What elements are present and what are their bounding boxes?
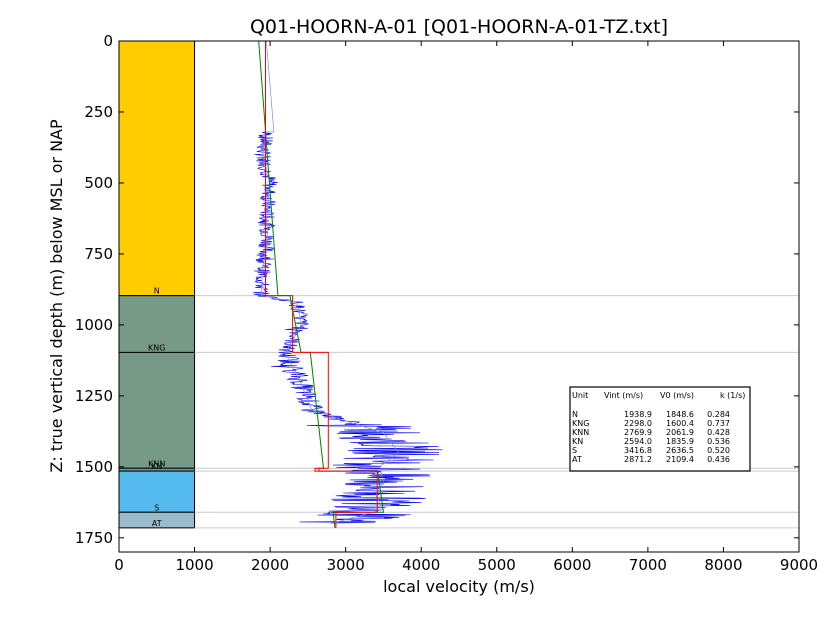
table-cell: 2636.5	[666, 446, 694, 455]
x-tick-label: 3000	[327, 556, 365, 574]
interval-velocity-line	[265, 41, 378, 528]
table-cell: 3416.8	[624, 446, 652, 455]
velocity-table: Unit Vint (m/s) V0 (m/s) k (1/s) N 1938.9 1848…	[569, 386, 751, 472]
table-cell: 0.737	[707, 419, 730, 428]
unit-block	[118, 470, 196, 513]
x-tick-label: 0	[114, 556, 124, 574]
table-box	[569, 386, 751, 472]
table-header-cell: V0 (m/s)	[660, 391, 694, 400]
x-tick-label: 5000	[478, 556, 516, 574]
plot-frame	[118, 40, 800, 553]
y-tick-label: 1250	[75, 387, 113, 405]
x-axis-title: local velocity (m/s)	[383, 577, 535, 596]
x-tick-label: 4000	[402, 556, 440, 574]
unit-label: AT	[152, 519, 162, 528]
table-cell: 0.284	[707, 410, 730, 419]
y-tick-label: 500	[84, 174, 113, 192]
table-cell: 1600.4	[666, 419, 694, 428]
table-header-cell: Vint (m/s)	[604, 391, 643, 400]
unit-block	[118, 40, 196, 297]
table-cell: S	[572, 446, 577, 455]
table-cell: 2061.9	[666, 428, 694, 437]
table-cell: 2769.9	[624, 428, 652, 437]
y-tick-label: 250	[84, 103, 113, 121]
y-axis-title: Z: true vertical depth (m) below MSL or …	[47, 119, 66, 473]
table-cell: 0.428	[707, 428, 730, 437]
x-axis: 0 1000 2000 3000 4000 5000 6000 7000 8000 9000	[114, 41, 818, 574]
x-tick-label: 9000	[780, 556, 818, 574]
unit-block	[118, 295, 196, 353]
table-cell: KNN	[572, 428, 589, 437]
table-cell: 0.520	[707, 446, 730, 455]
table-cell: 0.436	[707, 455, 730, 464]
table-cell: KN	[572, 437, 583, 446]
chart-title: Q01-HOORN-A-01 [Q01-HOORN-A-01-TZ.txt]	[250, 16, 668, 38]
table-cell: 2109.4	[666, 455, 694, 464]
y-tick-label: 1000	[75, 316, 113, 334]
unit-label: KN	[151, 462, 162, 471]
table-cell: 1848.6	[666, 410, 694, 419]
y-tick-label: 750	[84, 245, 113, 263]
unit-label: S	[154, 503, 159, 512]
x-tick-label: 6000	[553, 556, 591, 574]
x-tick-label: 7000	[629, 556, 667, 574]
x-tick-label: 1000	[175, 556, 213, 574]
table-cell: AT	[572, 455, 582, 464]
y-axis: 0 250 500 750 1000 1250 1500 1750	[75, 32, 799, 547]
table-cell: 2594.0	[624, 437, 652, 446]
table-cell: 1835.9	[666, 437, 694, 446]
unit-block	[118, 351, 196, 469]
table-cell: 0.536	[707, 437, 730, 446]
velocity-series	[252, 40, 443, 528]
table-cell: N	[572, 410, 578, 419]
unit-label: KNG	[148, 343, 165, 352]
plot-background	[119, 41, 799, 552]
unit-label: KNN	[148, 459, 165, 468]
table-cell: 1938.9	[624, 410, 652, 419]
y-tick-label: 0	[103, 32, 113, 50]
x-tick-label: 2000	[251, 556, 289, 574]
table-header-cell: Unit	[572, 391, 588, 400]
x-tick-label: 8000	[704, 556, 742, 574]
y-tick-label: 1500	[75, 458, 113, 476]
table-cell: 2871.2	[624, 455, 652, 464]
table-header-cell: k (1/s)	[720, 391, 745, 400]
unit-label: N	[154, 287, 160, 296]
table-cell: KNG	[572, 419, 589, 428]
y-tick-label: 1750	[75, 529, 113, 547]
table-cell: 2298.0	[624, 419, 652, 428]
